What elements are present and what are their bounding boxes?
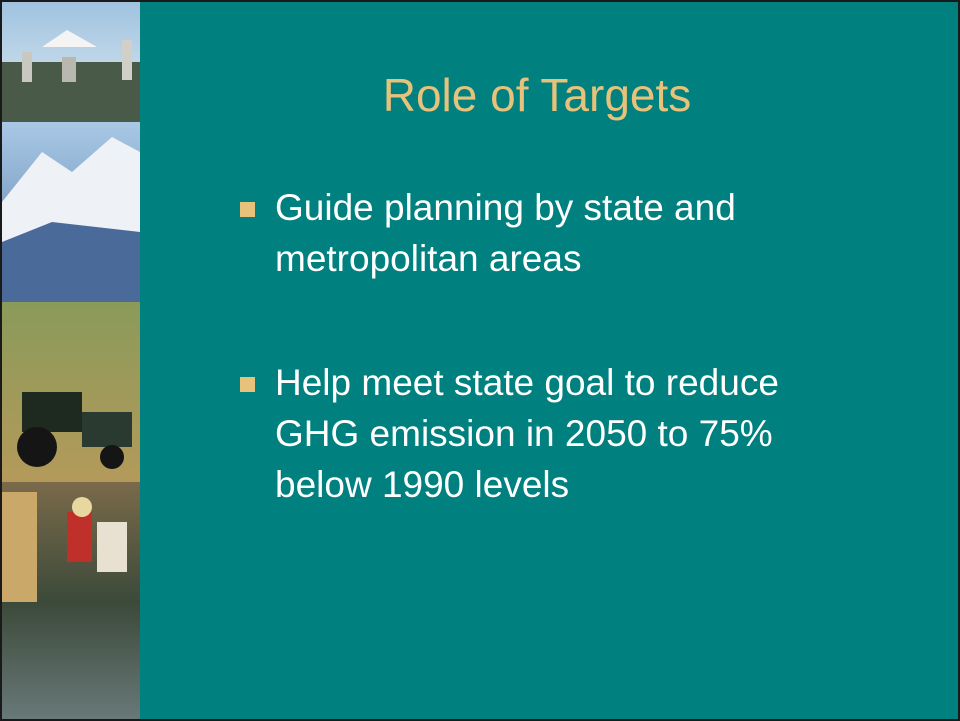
bullet-marker — [240, 202, 255, 217]
bullet-line: Help meet state goal to reduce — [275, 357, 779, 408]
bullet-marker — [240, 377, 255, 392]
bullet-line: GHG emission in 2050 to 75% — [275, 408, 779, 459]
slide: Role of Targets Guide planning by state … — [0, 0, 960, 721]
bullet-line: Guide planning by state and — [275, 182, 736, 233]
slide-title: Role of Targets — [142, 68, 932, 122]
bullet-line: below 1990 levels — [275, 459, 779, 510]
bullet-line: metropolitan areas — [275, 233, 736, 284]
photo-strip — [2, 2, 140, 721]
